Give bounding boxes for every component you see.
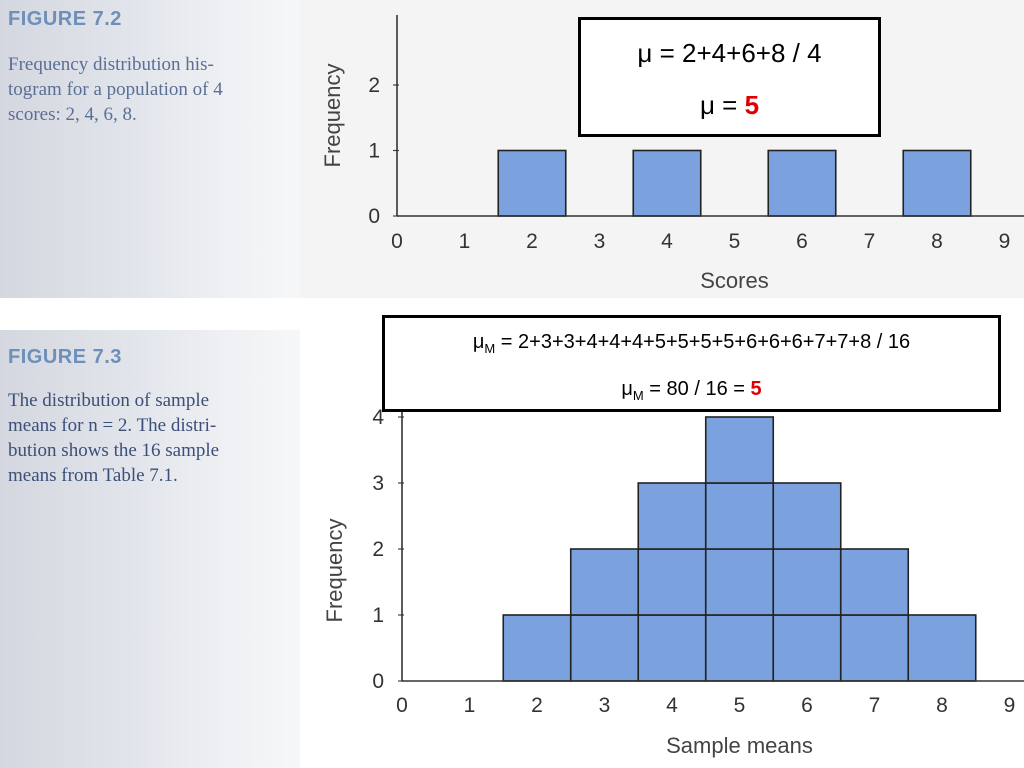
x-tick-label: 7 [869, 694, 881, 717]
histogram-bar [497, 149, 567, 217]
population-mean-box: μ = 2+4+6+8 / 4 μ = 5 [578, 17, 881, 137]
histogram-bar [704, 482, 775, 550]
caption-line: means for n = 2. The distri- [8, 415, 217, 436]
histogram-bar [704, 548, 775, 616]
histogram-bar [637, 614, 707, 682]
y-tick-label: 1 [372, 604, 384, 627]
x-tick-label: 8 [936, 694, 948, 717]
sample-means-result: μM = 80 / 16 = 5 [385, 378, 998, 403]
sample-means-division-text: = 80 / 16 = [643, 378, 751, 400]
histogram-bar [632, 149, 702, 217]
x-tick-label: 4 [666, 694, 678, 717]
figure-7-3-caption: The distribution of sample means for n =… [8, 388, 293, 488]
y-tick-label: 3 [372, 472, 384, 495]
histogram-bar [839, 614, 910, 682]
population-mean-result: μ = 5 [581, 90, 878, 121]
histogram-bar [772, 482, 842, 550]
x-axis-label: Scores [700, 268, 768, 293]
x-tick-label: 0 [396, 694, 408, 717]
x-axis-label: Sample means [666, 733, 813, 758]
y-tick-label: 1 [368, 140, 380, 163]
mu-subscript: M [484, 341, 496, 356]
x-tick-label: 7 [864, 230, 876, 253]
sample-means-mean-box: μM = 2+3+3+4+4+4+5+5+5+5+6+6+6+7+7+8 / 1… [382, 315, 1001, 412]
y-axis-label: Frequency [320, 64, 345, 168]
caption-line: The distribution of sample [8, 390, 210, 411]
histogram-bar [907, 614, 977, 682]
figure-7-2-caption: Frequency distribution his- togram for a… [8, 52, 293, 127]
x-tick-label: 9 [999, 230, 1011, 253]
x-tick-label: 0 [391, 230, 403, 253]
figure-7-3-caption-panel [0, 330, 300, 768]
x-tick-label: 1 [459, 230, 471, 253]
caption-line: bution shows the 16 sample [8, 440, 220, 461]
histogram-bar [502, 614, 572, 682]
x-tick-label: 2 [531, 694, 543, 717]
histogram-bar [569, 614, 640, 682]
figure-7-2-caption-panel [0, 0, 300, 298]
x-tick-label: 5 [729, 230, 741, 253]
x-tick-label: 3 [594, 230, 606, 253]
caption-line: means from Table 7.1. [8, 465, 178, 486]
y-tick-label: 0 [372, 670, 384, 693]
caption-line: scores: 2, 4, 6, 8. [8, 104, 137, 125]
y-tick-label: 0 [368, 205, 380, 228]
mu-symbol: μ [621, 378, 633, 400]
x-tick-label: 8 [931, 230, 943, 253]
figure-7-2-label: FIGURE 7.2 [8, 8, 122, 30]
y-tick-label: 2 [372, 538, 384, 561]
histogram-bar [902, 149, 972, 217]
x-tick-label: 1 [464, 694, 476, 717]
histogram-bar [772, 548, 842, 616]
sample-means-value: 5 [750, 378, 762, 400]
x-tick-label: 9 [1004, 694, 1016, 717]
sample-means-sum-text: = 2+3+3+4+4+4+5+5+5+5+6+6+6+7+7+8 / 16 [495, 331, 911, 353]
histogram-bar [637, 548, 707, 616]
population-mean-formula: μ = 2+4+6+8 / 4 [637, 38, 822, 68]
x-tick-label: 3 [599, 694, 611, 717]
caption-line: Frequency distribution his- [8, 54, 214, 75]
population-mean-value: 5 [744, 90, 760, 120]
population-mean-prefix: μ = [699, 90, 745, 120]
y-tick-label: 4 [372, 406, 384, 429]
histogram-bar [704, 614, 775, 682]
x-tick-label: 4 [661, 230, 673, 253]
caption-line: togram for a population of 4 [8, 79, 223, 100]
histogram-bar [767, 149, 837, 217]
mu-subscript: M [632, 388, 644, 403]
mu-symbol: μ [472, 331, 485, 353]
x-tick-label: 6 [796, 230, 808, 253]
histogram-bar [704, 416, 775, 484]
histogram-bar [772, 614, 842, 682]
x-tick-label: 2 [526, 230, 538, 253]
histogram-bar [569, 548, 640, 616]
y-axis-label: Frequency [322, 519, 347, 623]
y-tick-label: 2 [368, 74, 380, 97]
x-tick-label: 6 [801, 694, 813, 717]
x-tick-label: 5 [734, 694, 746, 717]
histogram-bar [637, 482, 707, 550]
figure-7-3-label: FIGURE 7.3 [8, 346, 122, 368]
sample-means-formula: μM = 2+3+3+4+4+4+5+5+5+5+6+6+6+7+7+8 / 1… [385, 331, 998, 356]
histogram-bar [839, 548, 910, 616]
